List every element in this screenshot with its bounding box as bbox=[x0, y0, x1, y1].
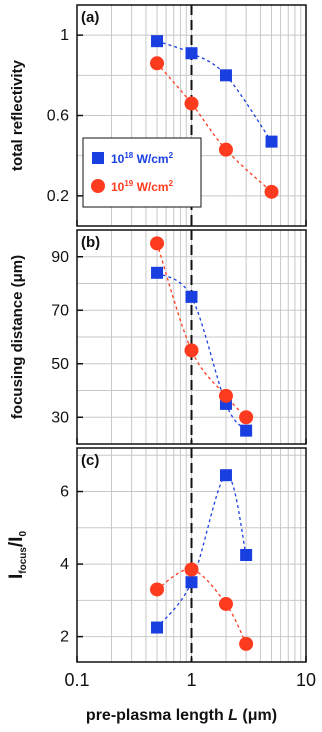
y-tick-label: 0.6 bbox=[47, 108, 69, 125]
panel-label: (c) bbox=[81, 452, 99, 469]
x-label-part: (μm) bbox=[238, 707, 277, 724]
data-point-circle bbox=[150, 582, 165, 597]
data-point-square bbox=[219, 469, 232, 482]
data-point-circle bbox=[150, 236, 165, 251]
data-point-square bbox=[240, 549, 253, 561]
series-line bbox=[156, 243, 247, 418]
data-point-circle bbox=[239, 410, 254, 425]
legend-text: W/cm bbox=[133, 180, 168, 194]
panel-label: (b) bbox=[81, 234, 100, 251]
x-axis-label: pre-plasma length L (μm) bbox=[86, 707, 277, 724]
y-tick-label: 1 bbox=[60, 27, 69, 44]
legend-text: W/cm bbox=[133, 152, 168, 166]
legend-entry: 1019 W/cm2 bbox=[111, 179, 174, 194]
y-label-part: I bbox=[6, 574, 27, 579]
y-label-part: /I bbox=[6, 537, 27, 548]
x-tick-label: 1 bbox=[186, 670, 196, 690]
data-point-square bbox=[151, 621, 164, 634]
data-point-circle bbox=[239, 636, 254, 651]
data-point-circle bbox=[218, 142, 233, 157]
y-tick-label: 30 bbox=[51, 409, 69, 426]
series-line bbox=[156, 568, 247, 645]
data-point-circle bbox=[218, 596, 233, 611]
data-point-circle bbox=[184, 96, 199, 111]
panel-label: (a) bbox=[81, 9, 99, 26]
legend-entry: 1018 W/cm2 bbox=[111, 151, 174, 166]
data-point-square bbox=[265, 135, 278, 148]
legend-superscript: 2 bbox=[169, 179, 174, 188]
data-point-circle bbox=[184, 343, 199, 358]
y-label-subscript: focus bbox=[18, 547, 29, 574]
legend-box bbox=[82, 137, 202, 208]
legend-superscript: 18 bbox=[124, 151, 133, 160]
data-point-circle bbox=[264, 184, 279, 199]
y-tick-label: 50 bbox=[51, 356, 69, 373]
data-point-square bbox=[185, 290, 198, 303]
y-axis-label: focusing distance (μm) bbox=[9, 255, 26, 419]
y-axis-label: Ifocus/I0 bbox=[6, 531, 29, 580]
chart-panel-b: 30 50 70 90 (b) focusing distance (μm) bbox=[9, 229, 307, 445]
y-tick-label: 4 bbox=[60, 556, 69, 573]
data-point-square bbox=[185, 576, 198, 589]
x-tick-label: 10 bbox=[296, 670, 316, 690]
chart-panel-a: 0.20.61(a)total reflectivity 1018 W/cm210… bbox=[9, 4, 307, 227]
series-line bbox=[156, 474, 247, 628]
data-point-circle bbox=[184, 562, 199, 577]
y-tick-label: 0.2 bbox=[47, 188, 69, 205]
data-point-square bbox=[185, 47, 198, 60]
y-axis-label: total reflectivity bbox=[9, 59, 26, 171]
legend-superscript: 19 bbox=[124, 179, 133, 188]
series-line bbox=[156, 272, 247, 432]
x-label-variable: L bbox=[228, 707, 238, 724]
y-tick-label: 2 bbox=[60, 629, 69, 646]
series-line bbox=[156, 62, 272, 193]
data-point-circle bbox=[218, 388, 233, 403]
legend-marker-circle bbox=[91, 179, 105, 193]
data-point-square bbox=[151, 35, 164, 48]
legend-marker-square bbox=[92, 152, 104, 164]
data-point-circle bbox=[150, 56, 165, 71]
legend-superscript: 2 bbox=[169, 151, 174, 160]
legend-text: 10 bbox=[111, 180, 125, 194]
y-tick-label: 90 bbox=[51, 249, 69, 266]
x-label-part: pre-plasma length bbox=[86, 707, 228, 724]
chart-panel-c: 2 4 6 (c) Ifocus/I0 0.1 1 10 pre-plasma length L… bbox=[6, 447, 316, 724]
y-tick-label: 70 bbox=[51, 302, 69, 319]
y-label-subscript: 0 bbox=[18, 531, 29, 537]
y-tick-label: 6 bbox=[60, 484, 69, 501]
data-point-square bbox=[219, 69, 232, 82]
x-tick-label: 0.1 bbox=[64, 670, 89, 690]
data-point-square bbox=[151, 266, 164, 279]
legend-text: 10 bbox=[111, 152, 125, 166]
data-point-square bbox=[240, 424, 253, 437]
